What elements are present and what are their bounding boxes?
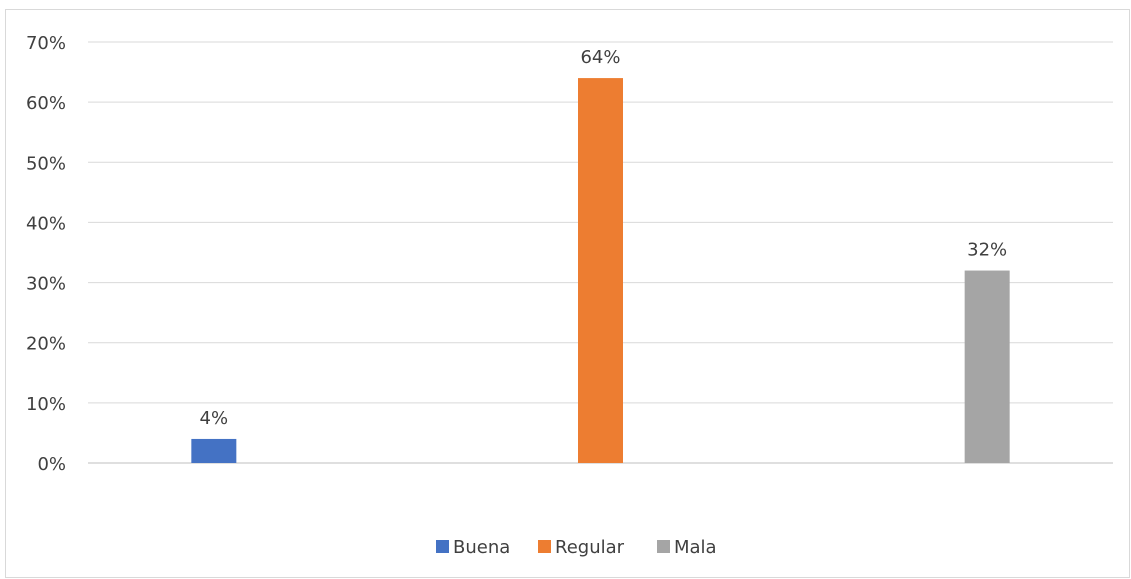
y-tick-label: 30% bbox=[26, 274, 66, 295]
data-label-buena: 4% bbox=[200, 408, 229, 429]
data-label-mala: 32% bbox=[967, 240, 1007, 261]
bar-regular bbox=[578, 78, 623, 463]
legend-label-regular: Regular bbox=[555, 537, 625, 558]
y-tick-label: 0% bbox=[37, 454, 66, 475]
data-label-regular: 64% bbox=[580, 47, 620, 68]
y-tick-label: 70% bbox=[26, 33, 66, 54]
legend: Buena Regular Mala bbox=[436, 537, 717, 558]
y-tick-label: 40% bbox=[26, 213, 66, 234]
y-tick-label: 10% bbox=[26, 394, 66, 415]
data-labels: 4% 64% 32% bbox=[200, 47, 1008, 429]
y-tick-label: 60% bbox=[26, 93, 66, 114]
bar-buena bbox=[191, 438, 237, 463]
y-axis-ticks: 0% 10% 20% 30% 40% 50% 60% 70% bbox=[26, 33, 66, 475]
legend-swatch-mala bbox=[657, 540, 670, 553]
bar-mala bbox=[964, 270, 1010, 463]
legend-label-mala: Mala bbox=[674, 537, 717, 558]
y-tick-label: 50% bbox=[26, 153, 66, 174]
legend-swatch-buena bbox=[436, 540, 449, 553]
legend-swatch-regular bbox=[538, 540, 551, 553]
legend-label-buena: Buena bbox=[453, 537, 510, 558]
y-tick-label: 20% bbox=[26, 334, 66, 355]
chart-frame bbox=[5, 9, 1130, 578]
bars bbox=[191, 78, 1010, 463]
